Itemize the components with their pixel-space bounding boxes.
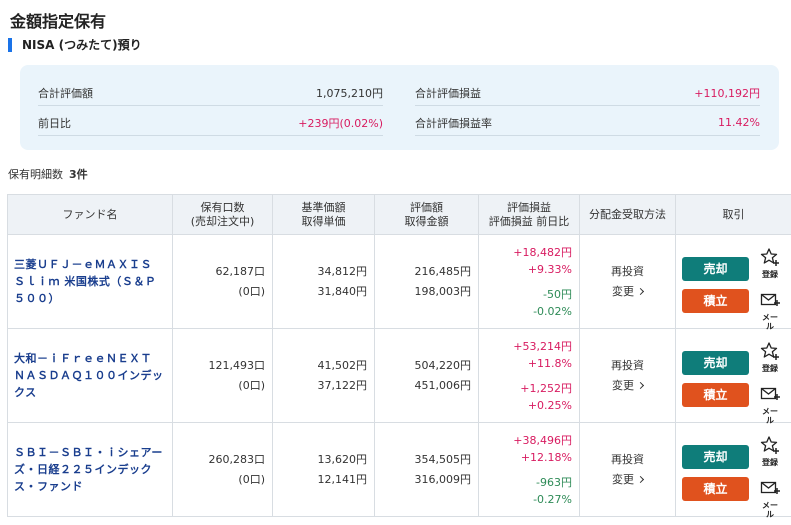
trade-cell: 売却 積立 登録 メール: [675, 422, 791, 519]
holdings-count-value: 3件: [69, 168, 88, 181]
change-link[interactable]: 変更: [580, 470, 675, 490]
value-cell: 504,220円 451,006円: [374, 328, 479, 423]
distribution-method: 再投資: [611, 264, 644, 278]
chevron-right-icon: [636, 475, 645, 483]
mail-caption: メール: [762, 407, 778, 425]
favorite-button[interactable]: 登録: [760, 435, 780, 469]
mail-plus-icon: [760, 293, 780, 306]
sell-button[interactable]: 売却: [682, 351, 749, 375]
pl-amount: +38,496円: [513, 433, 572, 447]
header-pl: 評価損益 評価損益 前日比: [478, 194, 580, 235]
star-plus-icon: [760, 342, 779, 360]
pl-rate: +9.33%: [527, 262, 572, 276]
chevron-right-icon: [636, 381, 645, 389]
value-cell: 216,485円 198,003円: [374, 234, 479, 329]
summary-label: 前日比: [38, 116, 71, 130]
pl-cell: +38,496円 +12.18% -963円 -0.27%: [478, 422, 580, 517]
header-distribution: 分配金受取方法: [579, 194, 676, 235]
units-cell: 260,283口 (0口): [172, 422, 273, 517]
section-title: NISA (つみたて)預り: [8, 38, 142, 52]
header-units: 保有口数 (売却注文中): [172, 194, 273, 235]
change-link[interactable]: 変更: [580, 282, 675, 302]
summary-value: 11.42%: [718, 116, 760, 129]
summary-value: 1,075,210円: [316, 86, 383, 100]
favorite-button[interactable]: 登録: [760, 247, 780, 281]
fund-name-link[interactable]: ＳＢＩ－ＳＢＩ・ｉシェアーズ・日経２２５インデックス・ファンド: [7, 422, 173, 517]
pl-amount: +53,214円: [513, 339, 572, 353]
distribution-method: 再投資: [611, 358, 644, 372]
mail-caption: メール: [762, 313, 778, 331]
star-plus-icon: [760, 436, 779, 454]
trade-cell: 売却 積立 登録 メール: [675, 328, 791, 425]
pl-rate: +11.8%: [527, 356, 572, 370]
units-cell: 62,187口 (0口): [172, 234, 273, 329]
distribution-cell: 再投資 変更: [579, 422, 676, 517]
value-cell: 354,505円 316,009円: [374, 422, 479, 517]
day-pl-amount: +1,252円: [520, 381, 572, 395]
pl-rate: +12.18%: [520, 450, 572, 464]
summary-label: 合計評価損益: [415, 86, 481, 100]
summary-label: 合計評価額: [38, 86, 93, 100]
price-cell: 41,502円 37,122円: [272, 328, 375, 423]
accumulate-button[interactable]: 積立: [682, 383, 749, 407]
price-cell: 34,812円 31,840円: [272, 234, 375, 329]
summary-value: +239円(0.02%): [298, 116, 383, 130]
summary-value: +110,192円: [694, 86, 760, 100]
mail-button[interactable]: メール: [760, 384, 780, 425]
mail-caption: メール: [762, 501, 778, 519]
day-pl-amount: -963円: [536, 475, 572, 489]
pl-cell: +18,482円 +9.33% -50円 -0.02%: [478, 234, 580, 329]
day-pl-amount: -50円: [543, 287, 572, 301]
sell-button[interactable]: 売却: [682, 257, 749, 281]
favorite-caption: 登録: [762, 270, 778, 279]
table-row: ＳＢＩ－ＳＢＩ・ｉシェアーズ・日経２２５インデックス・ファンド 260,283口…: [7, 422, 791, 519]
mail-button[interactable]: メール: [760, 290, 780, 331]
page-title: 金額指定保有: [10, 12, 107, 31]
summary-label: 合計評価損益率: [415, 116, 492, 130]
summary-day-change: 前日比 +239円(0.02%): [38, 110, 383, 136]
pl-cell: +53,214円 +11.8% +1,252円 +0.25%: [478, 328, 580, 423]
summary-total-value: 合計評価額 1,075,210円: [38, 80, 383, 106]
summary-panel: 合計評価額 1,075,210円 合計評価損益 +110,192円 前日比 +2…: [20, 65, 779, 150]
units-cell: 121,493口 (0口): [172, 328, 273, 423]
change-link[interactable]: 変更: [580, 376, 675, 396]
header-trade: 取引: [675, 194, 791, 235]
favorite-caption: 登録: [762, 364, 778, 373]
distribution-cell: 再投資 変更: [579, 234, 676, 329]
fund-name-link[interactable]: 大和－ｉＦｒｅｅＮＥＸＴ ＮＡＳＤＡＱ１００インデックス: [7, 328, 173, 423]
sell-button[interactable]: 売却: [682, 445, 749, 469]
table-row: 三菱ＵＦＪ－ｅＭＡＸＩＳ Ｓｌｉｍ 米国株式（Ｓ＆Ｐ５００） 62,187口 (0…: [7, 234, 791, 331]
distribution-method: 再投資: [611, 452, 644, 466]
price-cell: 13,620円 12,141円: [272, 422, 375, 517]
accumulate-button[interactable]: 積立: [682, 477, 749, 501]
day-pl-rate: -0.27%: [533, 492, 572, 506]
header-value: 評価額 取得金額: [374, 194, 479, 235]
holdings-count: 保有明細数 3件: [8, 166, 88, 182]
chevron-right-icon: [636, 287, 645, 295]
pl-amount: +18,482円: [513, 245, 572, 259]
mail-plus-icon: [760, 387, 780, 400]
trade-cell: 売却 積立 登録 メール: [675, 234, 791, 331]
day-pl-rate: -0.02%: [533, 304, 572, 318]
favorite-button[interactable]: 登録: [760, 341, 780, 375]
summary-total-pl: 合計評価損益 +110,192円: [415, 80, 760, 106]
header-price: 基準価額 取得単価: [272, 194, 375, 235]
table-row: 大和－ｉＦｒｅｅＮＥＸＴ ＮＡＳＤＡＱ１００インデックス 121,493口 (0口…: [7, 328, 791, 425]
star-plus-icon: [760, 248, 779, 266]
accumulate-button[interactable]: 積立: [682, 289, 749, 313]
holdings-table: ファンド名 保有口数 (売却注文中) 基準価額 取得単価 評価額 取得金額 評価損益評…: [7, 194, 791, 519]
header-fund: ファンド名: [7, 194, 173, 235]
table-header-row: ファンド名 保有口数 (売却注文中) 基準価額 取得単価 評価額 取得金額 評価損益評…: [7, 194, 791, 235]
distribution-cell: 再投資 変更: [579, 328, 676, 423]
favorite-caption: 登録: [762, 458, 778, 467]
summary-total-pl-rate: 合計評価損益率 11.42%: [415, 110, 760, 136]
day-pl-rate: +0.25%: [527, 398, 572, 412]
mail-plus-icon: [760, 481, 780, 494]
mail-button[interactable]: メール: [760, 478, 780, 519]
holdings-count-label: 保有明細数: [8, 168, 63, 181]
fund-name-link[interactable]: 三菱ＵＦＪ－ｅＭＡＸＩＳ Ｓｌｉｍ 米国株式（Ｓ＆Ｐ５００）: [7, 234, 173, 329]
